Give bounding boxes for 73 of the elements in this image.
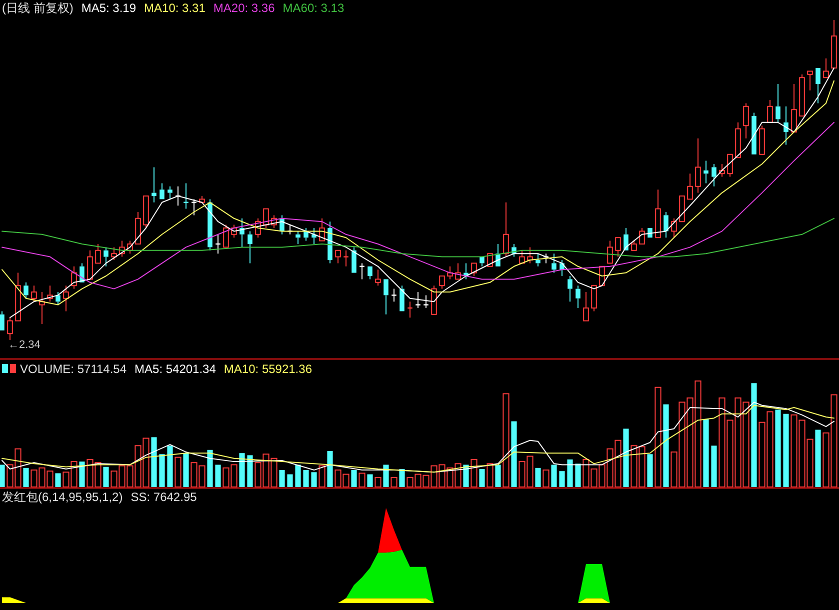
bar	[239, 453, 245, 487]
bar	[367, 474, 373, 487]
bar	[327, 450, 333, 487]
bar	[479, 468, 485, 487]
bar	[470, 458, 478, 488]
text: SS: 7642.95	[130, 490, 198, 504]
chart-title: 发红包(6,14,95,95,1,2)	[2, 490, 123, 504]
bar	[174, 456, 182, 488]
bar	[399, 468, 405, 487]
candlestick	[248, 230, 252, 264]
bar	[390, 476, 398, 488]
bar	[511, 421, 517, 487]
candlestick	[776, 84, 780, 123]
text: MA5: 3.19	[81, 1, 136, 15]
bar	[711, 446, 717, 487]
bar	[183, 453, 189, 487]
candlestick	[664, 212, 668, 238]
bar	[647, 454, 653, 487]
bar	[751, 383, 757, 487]
bar	[358, 472, 366, 488]
bar	[559, 471, 565, 487]
bar	[351, 470, 357, 487]
bar	[151, 437, 157, 487]
bar	[55, 473, 61, 487]
candlestick	[784, 106, 788, 146]
bar	[815, 430, 821, 487]
bar	[623, 428, 629, 487]
bar	[311, 472, 317, 487]
bar	[279, 470, 285, 487]
text: MA20: 3.36	[213, 1, 276, 15]
bar	[159, 454, 165, 487]
text: MA60: 3.13	[282, 1, 344, 15]
bar	[495, 464, 501, 487]
bar	[663, 404, 669, 487]
bar	[23, 468, 29, 487]
bar	[247, 455, 253, 487]
bar	[551, 464, 557, 487]
text: MA10: 3.31	[144, 1, 206, 15]
bar	[567, 459, 573, 487]
chart-title: (日线 前复权)	[2, 1, 74, 15]
bar	[167, 446, 173, 487]
candlestick	[743, 102, 749, 139]
bar	[79, 462, 85, 487]
bar	[486, 463, 494, 488]
annotation: ←2.34	[8, 339, 40, 351]
bar	[783, 414, 789, 487]
bar	[703, 419, 709, 487]
bar	[535, 468, 541, 487]
bar	[374, 476, 382, 488]
candlestick	[576, 285, 580, 308]
candlestick	[568, 276, 572, 302]
bar	[103, 466, 109, 487]
candlestick	[296, 230, 300, 244]
bar	[303, 470, 309, 487]
bar	[654, 386, 662, 488]
bar	[502, 393, 510, 488]
bar	[207, 450, 213, 487]
text: MA10: 55921.36	[224, 362, 312, 376]
candlestick	[712, 164, 716, 187]
bar	[542, 470, 550, 488]
bar	[287, 474, 293, 487]
bar	[775, 410, 781, 487]
candlestick	[152, 166, 156, 203]
legend-label: VOLUME: 57114.54	[20, 362, 127, 376]
candlestick	[704, 160, 708, 184]
bar	[383, 464, 389, 487]
bar	[295, 464, 301, 487]
bar	[318, 465, 326, 488]
bar	[215, 464, 221, 487]
candlestick	[39, 292, 45, 324]
text: MA5: 54201.34	[134, 362, 216, 376]
bar	[575, 464, 581, 487]
candlestick	[695, 138, 701, 194]
